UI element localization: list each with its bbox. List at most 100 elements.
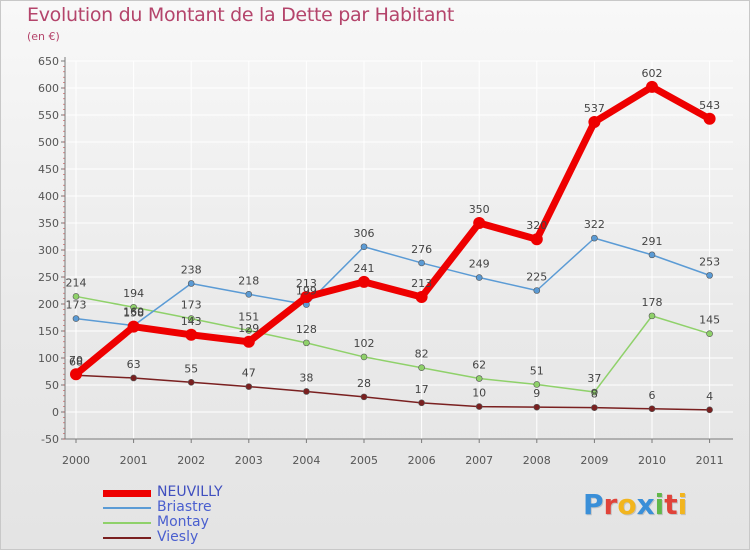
x-tick-label: 2009 xyxy=(580,454,608,467)
data-point xyxy=(706,272,713,279)
data-point xyxy=(358,275,370,288)
data-point xyxy=(648,312,656,320)
x-tick-label: 2007 xyxy=(465,454,493,467)
logo-letter: i xyxy=(677,488,688,521)
value-label: 17 xyxy=(415,383,429,396)
data-point xyxy=(72,293,80,300)
value-label: 68 xyxy=(69,355,83,368)
series-neuvilly xyxy=(70,80,716,381)
data-point xyxy=(706,406,713,414)
x-tick-label: 2004 xyxy=(292,454,320,467)
data-point xyxy=(360,243,368,251)
data-point xyxy=(418,364,425,372)
y-tick-label: 400 xyxy=(38,190,59,203)
value-label: 128 xyxy=(296,323,317,336)
value-label: 82 xyxy=(415,348,429,361)
value-label: 4 xyxy=(706,390,713,403)
legend-label: Briastre xyxy=(157,499,212,515)
value-label: 238 xyxy=(181,263,202,276)
legend-label: Viesly xyxy=(157,529,199,545)
legend-label: Montay xyxy=(157,514,209,530)
data-point xyxy=(591,234,598,242)
data-point xyxy=(706,330,713,338)
value-label: 253 xyxy=(699,255,720,268)
data-point xyxy=(187,378,195,386)
value-label: 55 xyxy=(184,362,198,375)
value-label: 173 xyxy=(181,299,202,312)
value-label: 213 xyxy=(296,277,317,290)
data-point xyxy=(418,259,425,267)
grid-layer xyxy=(65,60,733,440)
value-label: 199 xyxy=(296,285,317,298)
series-line-montay xyxy=(75,295,711,393)
value-label: 602 xyxy=(642,67,663,80)
data-point xyxy=(415,290,428,303)
y-tick-label: 350 xyxy=(38,217,59,230)
data-point xyxy=(360,353,368,361)
logo-letter: P xyxy=(583,488,604,521)
legend-label: NEUVILLY xyxy=(157,484,223,500)
x-tick-label: 2003 xyxy=(235,454,263,467)
legend-swatch xyxy=(103,537,151,539)
value-label: 178 xyxy=(642,296,663,309)
x-tick-label: 2008 xyxy=(523,454,551,467)
value-label: 225 xyxy=(526,271,547,284)
data-point xyxy=(127,320,140,333)
value-label: 350 xyxy=(469,203,490,216)
y-tick-label: 600 xyxy=(38,82,59,95)
data-point xyxy=(187,315,195,322)
data-point xyxy=(533,381,541,388)
value-label: 8 xyxy=(591,388,598,401)
value-label: 173 xyxy=(66,299,87,312)
y-tick-label: 550 xyxy=(38,109,59,122)
data-point xyxy=(245,383,253,390)
logo-letter: o xyxy=(617,488,637,521)
value-label: 151 xyxy=(238,310,259,323)
value-label-layer: 70 158 143 129 213 241 213 350 320 537 602 543 173 16… xyxy=(66,67,721,403)
value-label: 62 xyxy=(472,359,486,372)
series-line-neuvilly xyxy=(72,83,714,378)
data-point xyxy=(648,251,656,259)
y-tick-label: 650 xyxy=(38,55,59,68)
y-tick-label: 0 xyxy=(52,406,59,419)
value-label: 47 xyxy=(242,367,256,380)
proxiti-logo: Proxiti xyxy=(583,488,687,521)
data-point xyxy=(245,327,253,334)
data-point xyxy=(70,368,82,381)
x-tick-label: 2001 xyxy=(120,454,148,467)
y-tick-label: 200 xyxy=(38,298,59,311)
logo-letter: r xyxy=(603,488,618,521)
data-point xyxy=(303,388,310,395)
data-point xyxy=(130,303,137,311)
value-label: 543 xyxy=(699,99,720,112)
data-point xyxy=(588,116,601,129)
value-label: 37 xyxy=(587,372,601,385)
value-label: 291 xyxy=(642,235,663,248)
value-label: 320 xyxy=(526,219,547,232)
data-point xyxy=(242,335,255,348)
value-label: 70 xyxy=(69,354,83,367)
axis-layer: -50 0 50 100 150 200 250 300 350 400 450 500 550 600 6… xyxy=(38,55,733,467)
data-point xyxy=(475,375,483,382)
value-label: 145 xyxy=(699,314,720,327)
y-tick-label: 500 xyxy=(38,136,59,149)
data-point xyxy=(300,290,313,303)
y-tick-label: 100 xyxy=(38,352,59,365)
value-label: 218 xyxy=(238,274,259,287)
series-viesly xyxy=(72,371,713,414)
logo-letter: t xyxy=(664,488,678,521)
chart-title: Evolution du Montant de la Dette par Hab… xyxy=(27,4,455,26)
data-point xyxy=(648,405,656,413)
value-label: 213 xyxy=(411,277,432,290)
value-label: 102 xyxy=(354,337,375,350)
logo-letter: x xyxy=(636,488,655,521)
value-label: 9 xyxy=(533,387,540,400)
y-tick-label: 300 xyxy=(38,244,59,257)
x-tick-label: 2006 xyxy=(408,454,436,467)
data-point xyxy=(703,112,716,125)
series-line-viesly xyxy=(75,374,711,411)
legend-swatch xyxy=(103,522,151,524)
value-label: 10 xyxy=(472,387,486,400)
data-point xyxy=(245,290,253,298)
